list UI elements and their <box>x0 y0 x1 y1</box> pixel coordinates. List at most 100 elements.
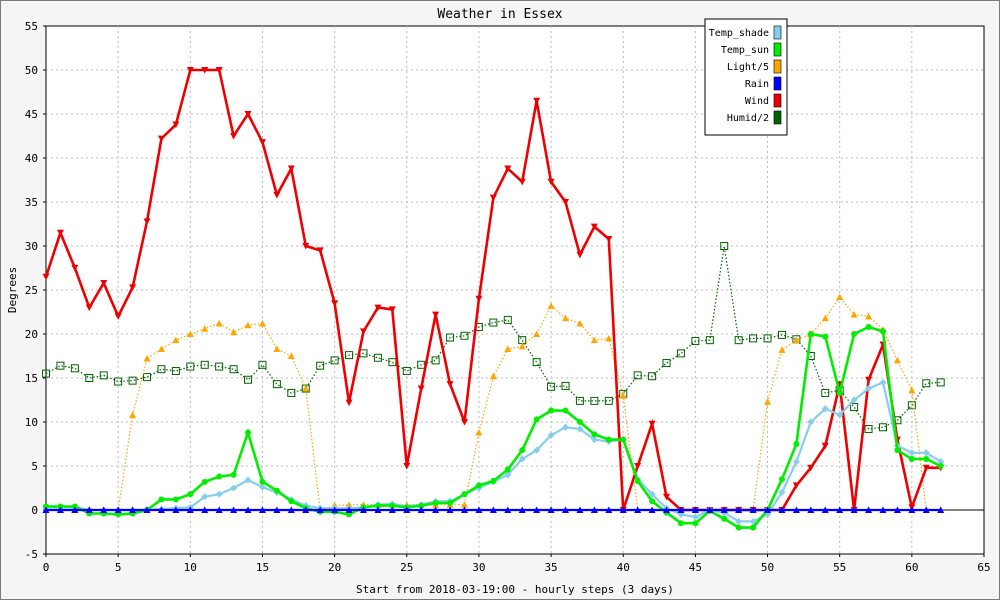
data-point-rain <box>374 506 382 513</box>
data-point-light-5 <box>302 385 310 392</box>
data-point-wind <box>71 265 79 272</box>
data-point-humid-2 <box>720 242 729 250</box>
data-point-light-5 <box>562 314 570 322</box>
data-point-temp-shade <box>821 405 829 413</box>
data-point-wind <box>172 121 180 129</box>
data-point-rain <box>663 506 671 513</box>
data-point-humid-2 <box>633 371 642 380</box>
data-point-wind <box>576 251 584 259</box>
data-point-light-5 <box>345 501 353 508</box>
data-point-temp-sun <box>851 331 858 337</box>
legend-label: Temp_shade <box>709 28 769 39</box>
data-point-wind <box>143 218 151 225</box>
data-point-wind <box>446 381 454 388</box>
data-point-light-5 <box>850 311 858 318</box>
data-point-rain <box>562 506 570 513</box>
x-tick-label: 10 <box>184 561 197 574</box>
data-point-wind <box>85 304 93 312</box>
data-point-light-5 <box>157 345 165 352</box>
data-point-wind <box>129 284 137 291</box>
data-point-wind <box>460 419 468 426</box>
data-point-humid-2 <box>287 388 296 397</box>
data-point-wind <box>403 463 411 470</box>
data-point-wind <box>489 194 497 202</box>
data-point-temp-sun <box>158 496 165 503</box>
data-point-temp-sun <box>836 389 843 396</box>
data-point-temp-sun <box>620 436 627 443</box>
data-point-temp-sun <box>519 447 526 454</box>
legend-box <box>704 18 788 136</box>
data-point-rain <box>273 506 281 513</box>
data-point-humid-2 <box>763 334 772 343</box>
data-point-humid-2 <box>402 366 411 375</box>
data-point-temp-shade <box>850 396 858 404</box>
data-point-humid-2 <box>128 376 137 385</box>
data-point-humid-2 <box>215 362 224 371</box>
data-point-rain <box>460 506 468 513</box>
data-point-temp-shade <box>590 436 598 444</box>
data-point-temp-shade <box>230 484 238 492</box>
series-line-humid-2 <box>45 245 941 430</box>
data-point-light-5 <box>201 325 209 332</box>
data-point-temp-sun <box>418 502 425 509</box>
y-tick-label: 35 <box>25 196 38 209</box>
data-point-temp-sun <box>389 502 396 509</box>
data-point-rain <box>215 506 223 513</box>
data-point-humid-2 <box>489 318 498 327</box>
data-point-rain <box>792 506 800 513</box>
data-point-light-5 <box>764 398 772 405</box>
data-point-rain <box>720 506 728 513</box>
data-point-wind <box>244 111 252 118</box>
data-point-rain <box>417 506 425 513</box>
data-point-temp-shade <box>836 411 844 419</box>
legend-swatch <box>773 76 782 91</box>
data-point-wind <box>374 304 382 312</box>
data-point-rain <box>157 506 165 513</box>
data-point-rain <box>129 506 137 513</box>
data-point-light-5 <box>215 319 223 327</box>
data-point-humid-2 <box>244 375 253 384</box>
data-point-temp-sun <box>677 520 684 527</box>
data-point-light-5 <box>504 345 512 352</box>
data-point-temp-shade <box>792 458 800 466</box>
data-point-rain <box>172 506 180 513</box>
data-point-light-5 <box>778 346 786 353</box>
data-point-humid-2 <box>575 396 584 405</box>
x-tick-label: 15 <box>256 561 269 574</box>
data-point-rain <box>331 506 339 513</box>
data-point-rain <box>879 506 887 513</box>
data-point-temp-sun <box>793 441 800 447</box>
data-point-rain <box>619 506 627 513</box>
data-point-wind <box>42 273 50 281</box>
data-point-humid-2 <box>547 382 556 391</box>
data-point-temp-sun <box>605 436 612 443</box>
data-point-wind <box>634 463 642 470</box>
data-point-wind <box>230 133 238 140</box>
data-point-wind <box>302 243 310 250</box>
legend-swatch <box>773 25 782 40</box>
data-point-temp-shade <box>533 446 541 454</box>
data-point-light-5 <box>865 312 873 320</box>
data-point-humid-2 <box>662 359 671 368</box>
data-point-rain <box>533 506 541 513</box>
data-point-rain <box>359 506 367 513</box>
data-point-temp-shade <box>937 458 945 466</box>
data-point-temp-sun <box>245 429 252 436</box>
data-point-rain <box>648 506 656 513</box>
legend-label: Humid/2 <box>727 113 769 124</box>
data-point-wind <box>114 313 122 320</box>
data-point-light-5 <box>533 330 541 337</box>
data-point-temp-sun <box>908 455 915 462</box>
data-point-temp-sun <box>490 477 497 484</box>
data-point-rain <box>446 506 454 513</box>
data-point-light-5 <box>258 319 266 327</box>
y-tick-label: 15 <box>25 372 38 385</box>
data-point-humid-2 <box>777 330 786 339</box>
data-point-wind <box>56 229 64 237</box>
data-point-humid-2 <box>749 334 758 343</box>
data-point-temp-sun <box>57 503 64 510</box>
data-point-rain <box>764 506 772 513</box>
data-point-humid-2 <box>676 349 685 358</box>
data-point-temp-shade <box>547 431 555 439</box>
